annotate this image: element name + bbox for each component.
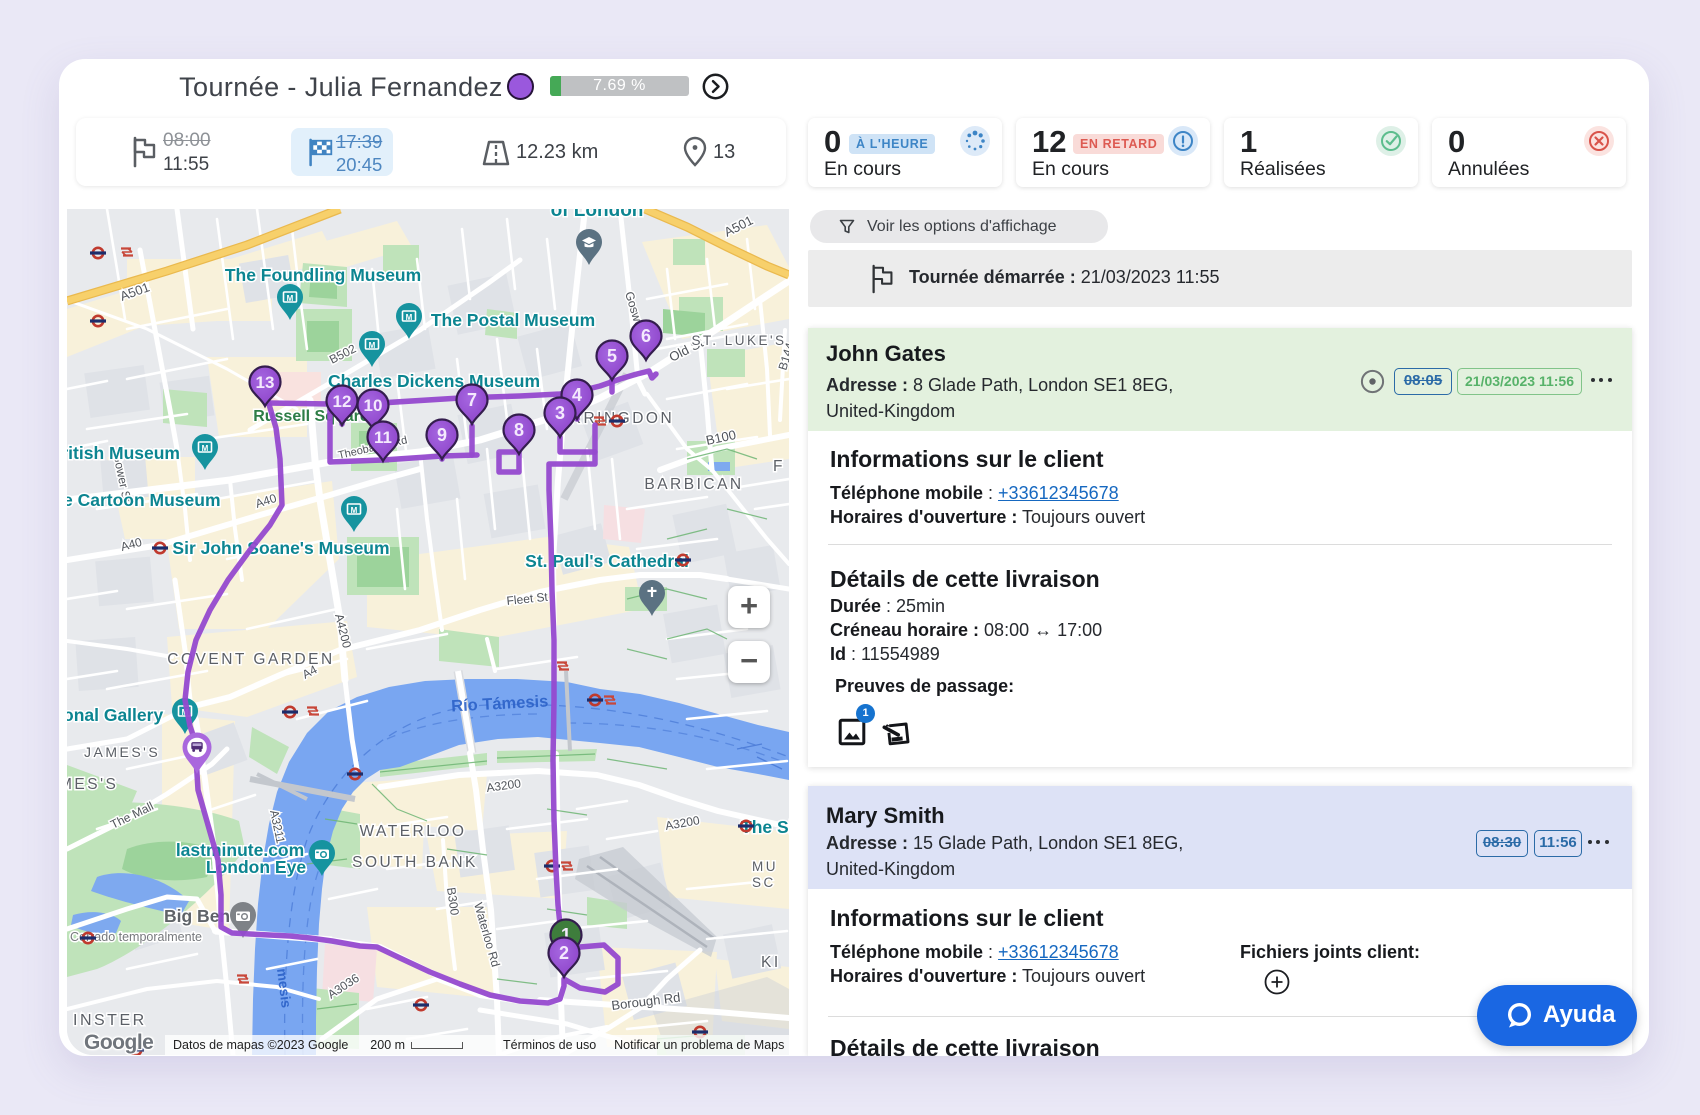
svg-text:MES'S: MES'S <box>67 776 118 793</box>
svg-text:1: 1 <box>561 925 571 945</box>
svg-text:mesis: mesis <box>274 967 295 1009</box>
svg-text:KI: KI <box>761 954 781 971</box>
svg-text:The Sl: The Sl <box>741 817 789 837</box>
svg-text:Cerrado temporalmente: Cerrado temporalmente <box>70 930 202 944</box>
svg-text:lastminute.com: lastminute.com <box>176 840 304 860</box>
svg-text:M: M <box>202 444 209 453</box>
svg-text:Río Támesis: Río Támesis <box>451 692 549 715</box>
svg-text:7: 7 <box>467 390 477 410</box>
svg-text:BARBICAN: BARBICAN <box>644 476 743 493</box>
svg-text:M: M <box>287 294 294 303</box>
svg-text:ST. LUKE'S: ST. LUKE'S <box>691 333 786 348</box>
svg-text:The Foundling Museum: The Foundling Museum <box>225 265 421 285</box>
svg-text:The Postal Museum: The Postal Museum <box>431 310 595 330</box>
svg-text:Fleet St: Fleet St <box>506 590 549 608</box>
svg-text:SOUTH BANK: SOUTH BANK <box>352 854 478 871</box>
svg-text:M: M <box>369 341 376 350</box>
svg-text:4: 4 <box>572 385 582 405</box>
svg-text:11: 11 <box>374 428 392 447</box>
svg-text:JAMES'S: JAMES'S <box>84 744 160 760</box>
svg-text:of London: of London <box>551 209 644 221</box>
svg-text:London Eye: London Eye <box>206 857 306 877</box>
svg-text:WATERLOO: WATERLOO <box>360 823 467 840</box>
svg-text:10: 10 <box>364 396 383 415</box>
svg-text:St. Paul's Cathedral: St. Paul's Cathedral <box>525 551 689 571</box>
svg-text:Charles Dickens Museum: Charles Dickens Museum <box>328 371 540 391</box>
svg-text:SC: SC <box>752 875 776 890</box>
svg-text:e Cartoon Museum: e Cartoon Museum <box>67 490 221 510</box>
svg-text:13: 13 <box>256 373 275 392</box>
svg-text:M: M <box>406 313 413 322</box>
svg-text:A3200: A3200 <box>485 776 522 795</box>
svg-text:M: M <box>351 506 358 515</box>
svg-text:2: 2 <box>559 943 569 963</box>
svg-text:9: 9 <box>437 425 447 445</box>
svg-text:COVENT GARDEN: COVENT GARDEN <box>167 651 334 668</box>
svg-text:onal Gallery: onal Gallery <box>67 705 163 725</box>
svg-text:3: 3 <box>555 403 565 423</box>
svg-text:MU: MU <box>752 859 778 874</box>
svg-text:6: 6 <box>641 326 651 346</box>
svg-text:Sir John Soane's Museum: Sir John Soane's Museum <box>172 538 389 558</box>
svg-text:ritish Museum: ritish Museum <box>67 443 180 463</box>
svg-text:F: F <box>773 458 785 475</box>
svg-text:Big Ben: Big Ben <box>164 906 230 926</box>
svg-text:INSTER: INSTER <box>73 1012 147 1029</box>
svg-text:12: 12 <box>333 392 352 411</box>
svg-text:5: 5 <box>607 346 617 366</box>
svg-text:B300: B300 <box>444 886 462 916</box>
svg-text:8: 8 <box>514 420 524 440</box>
